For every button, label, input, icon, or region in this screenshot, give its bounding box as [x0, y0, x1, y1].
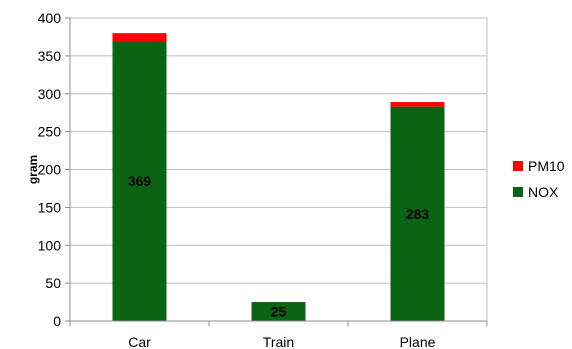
- bar-car-pm10: [112, 33, 167, 42]
- x-tick-label-car: Car: [128, 334, 151, 349]
- bar-plane-nox: [390, 106, 445, 321]
- data-label-car: 369: [128, 173, 152, 189]
- y-tick-label: 300: [38, 86, 62, 102]
- y-tick-label: 0: [53, 313, 61, 329]
- bar-train-nox: [251, 302, 306, 321]
- y-tick-label: 400: [38, 10, 62, 26]
- x-tick-label-plane: Plane: [400, 334, 436, 349]
- y-tick-label: 50: [45, 275, 61, 291]
- data-label-plane: 283: [406, 206, 430, 222]
- bar-car-nox: [112, 41, 167, 322]
- bars: 369 25 283: [112, 33, 445, 322]
- legend-label-pm10: PM10: [528, 158, 565, 174]
- legend: PM10 NOX: [513, 158, 565, 200]
- data-label-train: 25: [271, 304, 287, 320]
- legend-swatch-nox: [513, 187, 523, 197]
- y-tick-label: 250: [38, 124, 62, 140]
- y-tick-label: 350: [38, 48, 62, 64]
- x-axis: Car Train Plane: [69, 320, 488, 349]
- x-tick-label-train: Train: [263, 334, 294, 349]
- y-axis-label: gram: [26, 155, 40, 184]
- bar-plane-pm10: [390, 102, 445, 107]
- y-axis: 0 50 100 150 200 250 300 350 400: [38, 10, 71, 329]
- y-tick-label: 100: [38, 237, 62, 253]
- legend-label-nox: NOX: [528, 184, 559, 200]
- legend-swatch-pm10: [513, 161, 523, 171]
- y-tick-label: 150: [38, 199, 62, 215]
- y-tick-label: 200: [38, 162, 62, 178]
